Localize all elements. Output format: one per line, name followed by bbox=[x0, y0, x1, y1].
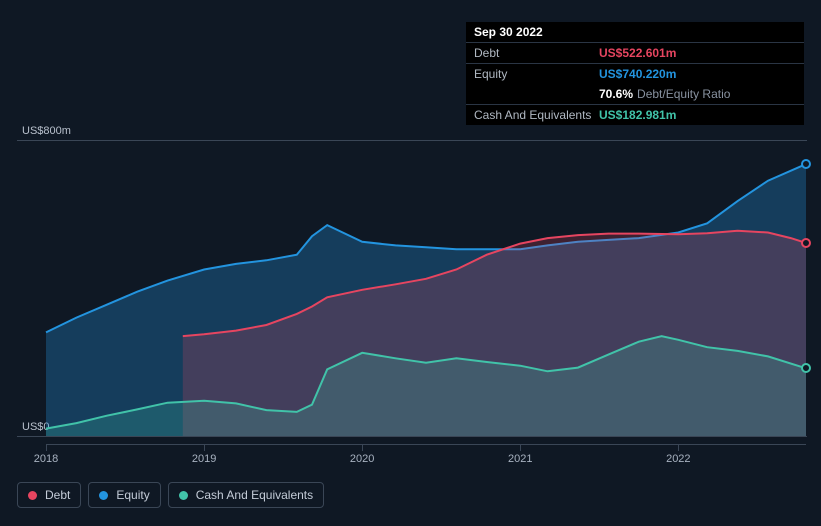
legend-item-equity[interactable]: Equity bbox=[88, 482, 160, 508]
legend-dot-icon bbox=[179, 491, 188, 500]
x-axis-label: 2020 bbox=[350, 453, 374, 465]
tooltip-date-row: Sep 30 2022 bbox=[466, 22, 804, 43]
tooltip-cash-label: Cash And Equivalents bbox=[474, 108, 599, 122]
legend-item-cash[interactable]: Cash And Equivalents bbox=[168, 482, 324, 508]
tooltip-row-value: US$740.220m bbox=[599, 67, 676, 81]
legend-label: Equity bbox=[116, 488, 149, 502]
y-axis-label: US$800m bbox=[22, 125, 77, 137]
legend-dot-icon bbox=[28, 491, 37, 500]
tooltip-row-label: Equity bbox=[474, 67, 599, 81]
y-gridline bbox=[17, 436, 807, 437]
tooltip-row-value: US$522.601m bbox=[599, 46, 676, 60]
tooltip-ratio-label: Debt/Equity Ratio bbox=[637, 87, 730, 101]
tooltip-cash-row: Cash And Equivalents US$182.981m bbox=[466, 105, 804, 125]
legend-label: Cash And Equivalents bbox=[196, 488, 313, 502]
x-tick bbox=[678, 445, 679, 451]
x-axis-label: 2021 bbox=[508, 453, 532, 465]
x-tick bbox=[362, 445, 363, 451]
tooltip-ratio-row: 70.6% Debt/Equity Ratio bbox=[466, 84, 804, 105]
tooltip-ratio-value: 70.6% bbox=[599, 87, 633, 101]
chart-tooltip: Sep 30 2022 DebtUS$522.601mEquityUS$740.… bbox=[466, 22, 804, 125]
x-tick bbox=[46, 445, 47, 451]
x-axis-label: 2018 bbox=[34, 453, 58, 465]
series-marker-cash bbox=[801, 363, 811, 373]
chart-legend: Debt Equity Cash And Equivalents bbox=[17, 482, 324, 508]
tooltip-date: Sep 30 2022 bbox=[474, 25, 543, 39]
tooltip-cash-value: US$182.981m bbox=[599, 108, 676, 122]
x-axis: 20182019202020212022 bbox=[46, 444, 806, 464]
legend-item-debt[interactable]: Debt bbox=[17, 482, 81, 508]
x-axis-label: 2022 bbox=[666, 453, 690, 465]
x-axis-label: 2019 bbox=[192, 453, 216, 465]
x-tick bbox=[520, 445, 521, 451]
legend-dot-icon bbox=[99, 491, 108, 500]
tooltip-row: DebtUS$522.601m bbox=[466, 43, 804, 64]
chart-canvas[interactable]: US$800mUS$0 bbox=[17, 140, 807, 436]
chart-plot bbox=[46, 140, 806, 436]
tooltip-row-label: Debt bbox=[474, 46, 599, 60]
series-cash bbox=[46, 140, 806, 436]
legend-label: Debt bbox=[45, 488, 70, 502]
tooltip-row: EquityUS$740.220m bbox=[466, 64, 804, 84]
x-tick bbox=[204, 445, 205, 451]
